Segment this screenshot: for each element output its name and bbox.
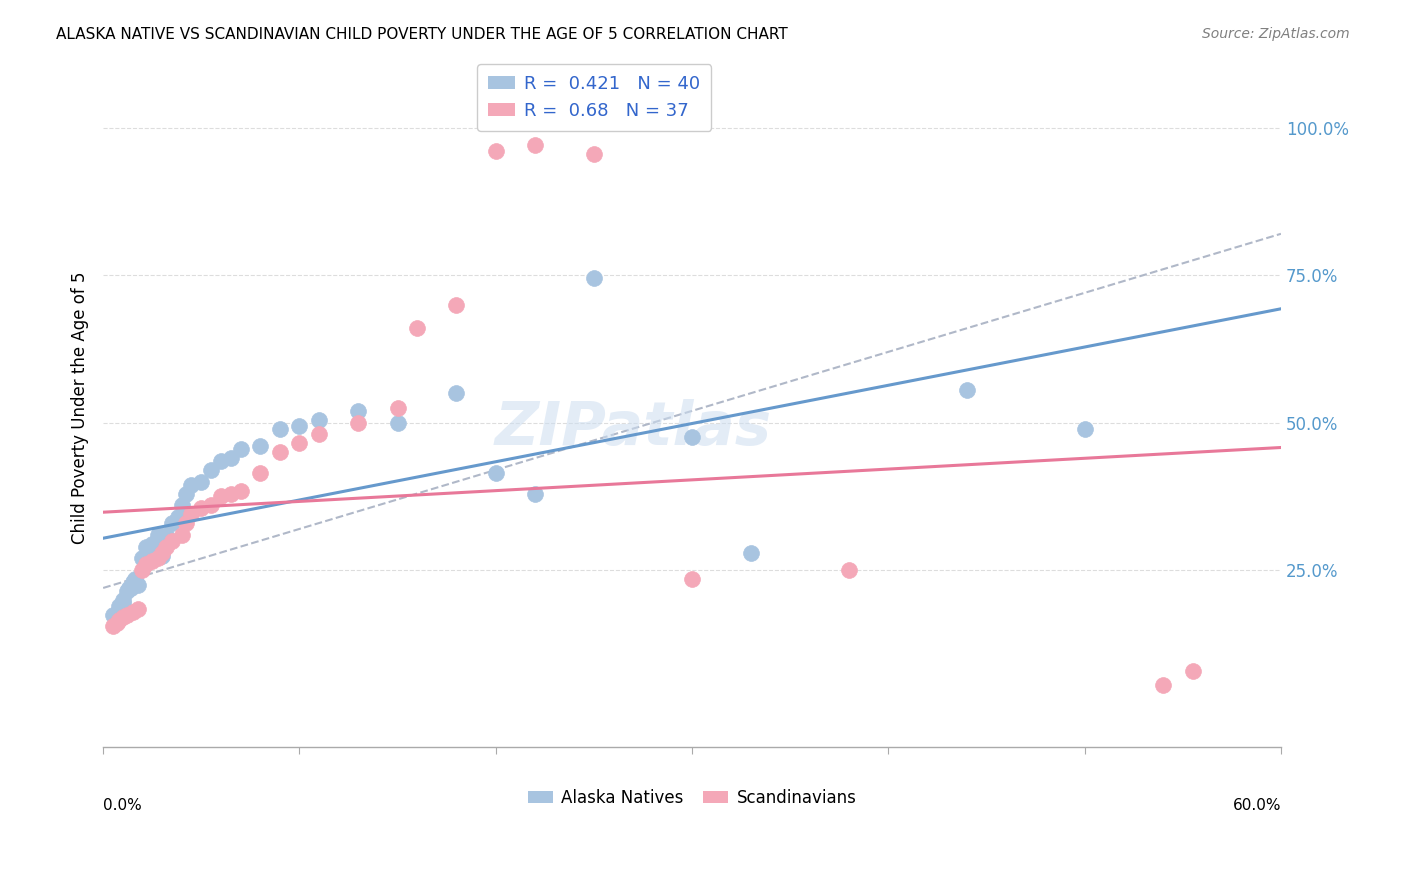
Point xyxy=(485,144,508,158)
Point xyxy=(524,486,547,500)
Y-axis label: Child Poverty Under the Age of 5: Child Poverty Under the Age of 5 xyxy=(72,272,89,544)
Point xyxy=(174,486,197,500)
Point xyxy=(446,386,468,401)
Point xyxy=(190,501,212,516)
Point xyxy=(101,619,124,633)
Point xyxy=(127,578,149,592)
Point xyxy=(229,483,252,498)
Point xyxy=(347,416,370,430)
Point xyxy=(155,528,177,542)
Point xyxy=(1181,664,1204,678)
Point xyxy=(446,298,468,312)
Point xyxy=(219,451,242,466)
Point xyxy=(190,475,212,489)
Point xyxy=(681,430,703,444)
Point xyxy=(141,554,163,568)
Point xyxy=(131,563,153,577)
Point xyxy=(150,549,173,563)
Point xyxy=(288,436,311,450)
Point xyxy=(108,599,131,613)
Point xyxy=(174,516,197,530)
Point xyxy=(135,540,157,554)
Point xyxy=(209,490,232,504)
Text: Source: ZipAtlas.com: Source: ZipAtlas.com xyxy=(1202,27,1350,41)
Text: ALASKA NATIVE VS SCANDINAVIAN CHILD POVERTY UNDER THE AGE OF 5 CORRELATION CHART: ALASKA NATIVE VS SCANDINAVIAN CHILD POVE… xyxy=(56,27,787,42)
Point xyxy=(170,499,193,513)
Point xyxy=(249,466,271,480)
Point xyxy=(200,499,222,513)
Text: ZIPatlas: ZIPatlas xyxy=(495,399,772,458)
Point xyxy=(485,466,508,480)
Point xyxy=(387,401,409,415)
Point xyxy=(131,551,153,566)
Point xyxy=(127,601,149,615)
Point xyxy=(141,537,163,551)
Point xyxy=(740,545,762,559)
Point xyxy=(150,545,173,559)
Point xyxy=(166,510,188,524)
Point xyxy=(111,596,134,610)
Point xyxy=(200,463,222,477)
Point xyxy=(101,607,124,622)
Point xyxy=(838,563,860,577)
Point xyxy=(582,147,605,161)
Point xyxy=(105,616,128,631)
Point xyxy=(160,516,183,530)
Point xyxy=(180,507,202,521)
Point xyxy=(387,416,409,430)
Point xyxy=(406,321,429,335)
Point xyxy=(111,592,134,607)
Point xyxy=(155,540,177,554)
Point xyxy=(956,383,979,397)
Point xyxy=(229,442,252,457)
Point xyxy=(146,551,169,566)
Point xyxy=(269,421,291,435)
Point xyxy=(582,271,605,285)
Point xyxy=(111,610,134,624)
Point xyxy=(115,607,138,622)
Point xyxy=(170,528,193,542)
Point xyxy=(269,445,291,459)
Point xyxy=(681,572,703,586)
Point xyxy=(115,583,138,598)
Point xyxy=(288,418,311,433)
Point xyxy=(1152,678,1174,692)
Point xyxy=(124,572,146,586)
Point xyxy=(135,558,157,572)
Point xyxy=(146,528,169,542)
Point xyxy=(108,614,131,628)
Point xyxy=(121,605,143,619)
Point xyxy=(120,581,142,595)
Point xyxy=(308,427,330,442)
Point xyxy=(121,575,143,590)
Point xyxy=(209,454,232,468)
Point xyxy=(249,439,271,453)
Point xyxy=(1073,421,1095,435)
Legend: Alaska Natives, Scandinavians: Alaska Natives, Scandinavians xyxy=(520,782,863,814)
Text: 60.0%: 60.0% xyxy=(1233,798,1281,814)
Text: 0.0%: 0.0% xyxy=(103,798,142,814)
Point xyxy=(524,138,547,153)
Point xyxy=(160,533,183,548)
Point xyxy=(347,404,370,418)
Point xyxy=(180,477,202,491)
Point xyxy=(219,486,242,500)
Point xyxy=(308,413,330,427)
Point xyxy=(117,581,139,595)
